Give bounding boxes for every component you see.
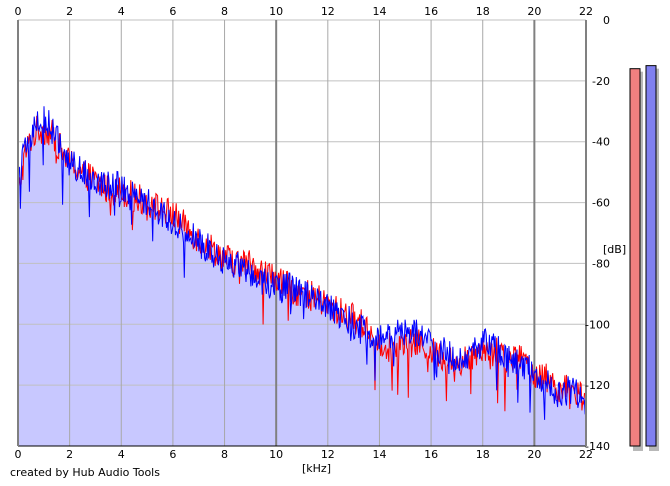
level-meter-bar — [645, 65, 657, 447]
y-tick-label: -80 — [592, 257, 610, 270]
x-tick-label-bottom: 12 — [321, 448, 335, 461]
y-tick-labels: 0 -20 -40 -60 -80 -100 -120 -140 — [585, 14, 610, 453]
x-tick-label-bottom: 18 — [476, 448, 490, 461]
x-tick-label-bottom: 20 — [527, 448, 541, 461]
x-tick-label-bottom: 22 — [579, 448, 593, 461]
y-tick-label: -140 — [585, 440, 610, 453]
y-axis-label: [dB] — [603, 243, 626, 256]
x-tick-label-top: 4 — [118, 5, 125, 18]
x-tick-label-top: 2 — [66, 5, 73, 18]
x-tick-label-top: 6 — [169, 5, 176, 18]
y-tick-label: -100 — [585, 318, 610, 331]
x-tick-label-top: 10 — [269, 5, 283, 18]
x-axis-label: [kHz] — [302, 462, 331, 475]
x-tick-labels-bottom: 0 2 4 6 8 10 12 14 16 18 20 22 — [15, 448, 594, 461]
x-tick-labels-top: 0 2 4 6 8 10 12 14 16 18 20 22 — [15, 5, 594, 18]
x-tick-label-bottom: 6 — [169, 448, 176, 461]
x-tick-label-bottom: 2 — [66, 448, 73, 461]
x-tick-label-top: 22 — [579, 5, 593, 18]
y-tick-label: -120 — [585, 379, 610, 392]
x-tick-label-top: 20 — [527, 5, 541, 18]
series-line — [17, 106, 587, 420]
y-tick-label: 0 — [603, 14, 610, 27]
series-layer — [17, 106, 587, 420]
y-tick-label: -60 — [592, 197, 610, 210]
x-tick-label-bottom: 10 — [269, 448, 283, 461]
x-tick-label-bottom: 0 — [15, 448, 22, 461]
x-tick-label-top: 12 — [321, 5, 335, 18]
level-meters — [629, 65, 659, 452]
x-tick-label-bottom: 16 — [424, 448, 438, 461]
y-tick-label: -20 — [592, 75, 610, 88]
y-tick-label: -40 — [592, 136, 610, 149]
plot-frame — [17, 20, 587, 447]
x-tick-label-bottom: 8 — [221, 448, 228, 461]
x-tick-label-bottom: 4 — [118, 448, 125, 461]
x-tick-label-top: 0 — [15, 5, 22, 18]
x-tick-label-top: 16 — [424, 5, 438, 18]
x-tick-label-top: 18 — [476, 5, 490, 18]
credit-text: created by Hub Audio Tools — [10, 466, 160, 479]
x-tick-label-top: 8 — [221, 5, 228, 18]
x-tick-label-bottom: 14 — [372, 448, 386, 461]
level-meter-bar — [629, 68, 641, 447]
x-tick-label-top: 14 — [372, 5, 386, 18]
